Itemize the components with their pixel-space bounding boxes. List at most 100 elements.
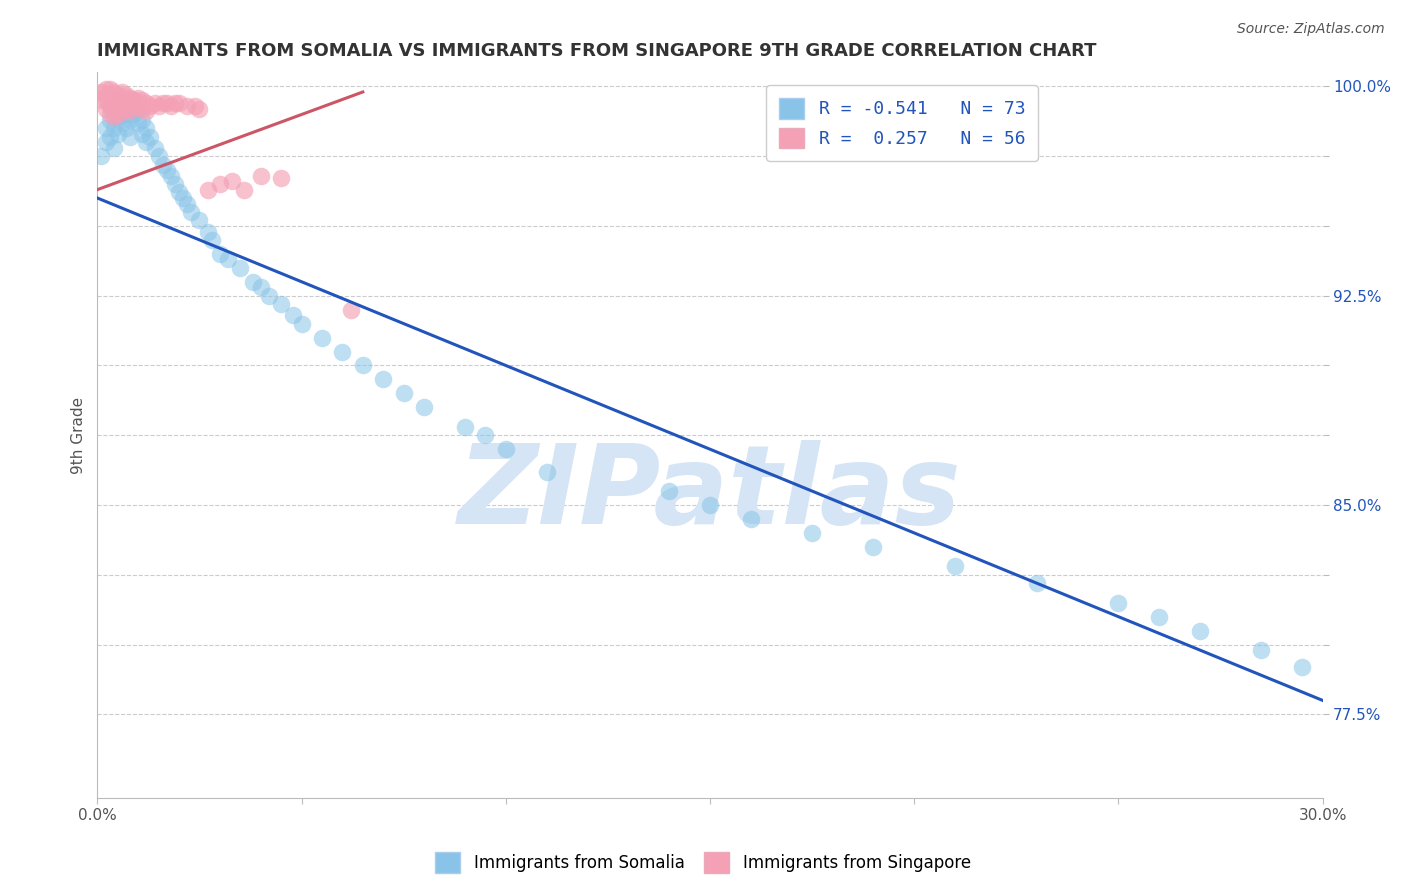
Point xyxy=(208,247,231,261)
Point xyxy=(127,102,149,116)
Point xyxy=(94,121,117,136)
Point xyxy=(143,141,166,155)
Point xyxy=(208,177,231,191)
Point xyxy=(1291,660,1313,674)
Point xyxy=(94,102,117,116)
Point xyxy=(118,104,141,119)
Point xyxy=(392,386,415,401)
Point xyxy=(90,93,112,107)
Point xyxy=(107,110,129,124)
Point xyxy=(127,116,149,130)
Point xyxy=(862,540,884,554)
Point xyxy=(176,99,198,113)
Point xyxy=(111,85,134,99)
Point xyxy=(103,104,125,119)
Point xyxy=(122,99,145,113)
Point xyxy=(115,87,138,102)
Point xyxy=(1189,624,1212,638)
Point xyxy=(122,93,145,107)
Point xyxy=(283,308,305,322)
Point xyxy=(103,121,125,136)
Point xyxy=(454,420,477,434)
Point xyxy=(1147,609,1170,624)
Point xyxy=(103,141,125,155)
Point xyxy=(94,82,117,96)
Point xyxy=(135,104,157,119)
Point xyxy=(167,186,190,200)
Point xyxy=(249,169,271,183)
Point xyxy=(332,344,354,359)
Point xyxy=(249,280,271,294)
Point xyxy=(160,99,183,113)
Point xyxy=(373,372,395,386)
Point xyxy=(118,112,141,127)
Point xyxy=(90,85,112,99)
Point xyxy=(270,171,292,186)
Point xyxy=(115,93,138,107)
Point xyxy=(943,559,966,574)
Point xyxy=(152,96,174,111)
Point xyxy=(139,99,162,113)
Point xyxy=(311,330,333,344)
Point xyxy=(107,93,129,107)
Point xyxy=(131,93,153,107)
Point xyxy=(135,135,157,149)
Point xyxy=(115,96,138,111)
Text: Source: ZipAtlas.com: Source: ZipAtlas.com xyxy=(1237,22,1385,37)
Point xyxy=(98,93,121,107)
Point xyxy=(1250,643,1272,657)
Y-axis label: 9th Grade: 9th Grade xyxy=(72,397,86,474)
Point xyxy=(111,102,134,116)
Point xyxy=(167,96,190,111)
Point xyxy=(270,297,292,311)
Point xyxy=(740,512,762,526)
Point xyxy=(98,82,121,96)
Point xyxy=(90,149,112,163)
Point xyxy=(801,525,824,540)
Point xyxy=(103,90,125,104)
Point xyxy=(135,121,157,136)
Point xyxy=(135,96,157,111)
Point xyxy=(115,102,138,116)
Point xyxy=(107,127,129,141)
Point xyxy=(143,96,166,111)
Point xyxy=(103,85,125,99)
Point xyxy=(118,90,141,104)
Point xyxy=(229,260,252,275)
Point xyxy=(122,93,145,107)
Point xyxy=(188,102,211,116)
Point xyxy=(98,112,121,127)
Point xyxy=(122,107,145,121)
Point xyxy=(197,225,219,239)
Point xyxy=(118,96,141,111)
Point xyxy=(107,99,129,113)
Point xyxy=(94,93,117,107)
Point xyxy=(111,90,134,104)
Point xyxy=(115,107,138,121)
Point xyxy=(107,93,129,107)
Point xyxy=(233,183,256,197)
Point xyxy=(98,99,121,113)
Point xyxy=(184,99,207,113)
Point xyxy=(103,96,125,111)
Point xyxy=(111,116,134,130)
Point xyxy=(1025,576,1047,591)
Point xyxy=(131,102,153,116)
Point xyxy=(160,169,183,183)
Point xyxy=(201,233,224,247)
Point xyxy=(111,104,134,119)
Point xyxy=(163,96,186,111)
Point xyxy=(131,112,153,127)
Point xyxy=(156,96,179,111)
Point xyxy=(131,127,153,141)
Point xyxy=(118,129,141,144)
Point xyxy=(176,196,198,211)
Point xyxy=(188,213,211,227)
Point xyxy=(163,177,186,191)
Point xyxy=(94,87,117,102)
Point xyxy=(107,107,129,121)
Point xyxy=(474,428,496,442)
Point xyxy=(1107,596,1129,610)
Text: IMMIGRANTS FROM SOMALIA VS IMMIGRANTS FROM SINGAPORE 9TH GRADE CORRELATION CHART: IMMIGRANTS FROM SOMALIA VS IMMIGRANTS FR… xyxy=(97,42,1097,60)
Point xyxy=(127,90,149,104)
